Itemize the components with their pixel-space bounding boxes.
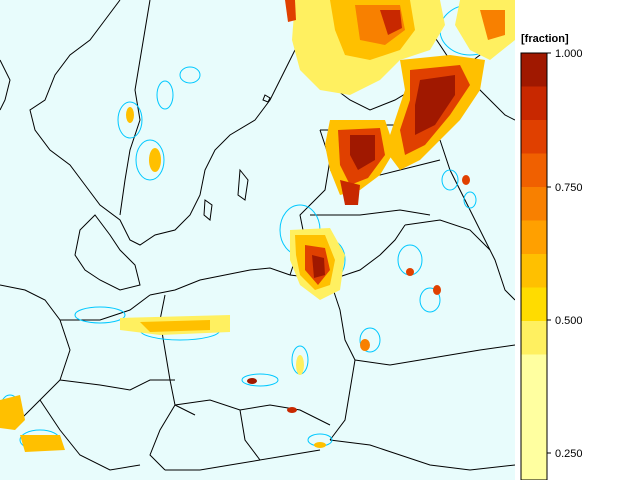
legend-band xyxy=(521,153,547,188)
legend-band xyxy=(521,354,547,389)
legend-ticks: 1.000 0.750 0.500 0.250 xyxy=(547,48,583,460)
legend-band xyxy=(521,120,547,154)
legend-band xyxy=(521,53,547,87)
legend-color-bands xyxy=(521,53,547,480)
snow-fraction-patches xyxy=(0,0,515,452)
legend: [fraction] 1.000 0.750 0.500 0.250 xyxy=(515,0,640,480)
legend-band xyxy=(521,187,547,221)
legend-tick-label: 0.750 xyxy=(555,182,583,194)
legend-tick-label: 0.500 xyxy=(555,315,583,327)
legend-frame xyxy=(520,52,548,480)
legend-band xyxy=(521,220,547,255)
legend-band xyxy=(521,388,547,480)
legend-band xyxy=(521,287,547,322)
snow-fraction-map xyxy=(0,0,515,480)
legend-tick-label: 0.250 xyxy=(555,448,583,460)
legend-band xyxy=(521,254,547,288)
coastlines-and-borders xyxy=(0,0,515,471)
legend-title: [fraction] xyxy=(521,33,569,45)
legend-band xyxy=(521,321,547,355)
legend-band xyxy=(521,86,547,121)
legend-tick-label: 1.000 xyxy=(555,48,583,60)
